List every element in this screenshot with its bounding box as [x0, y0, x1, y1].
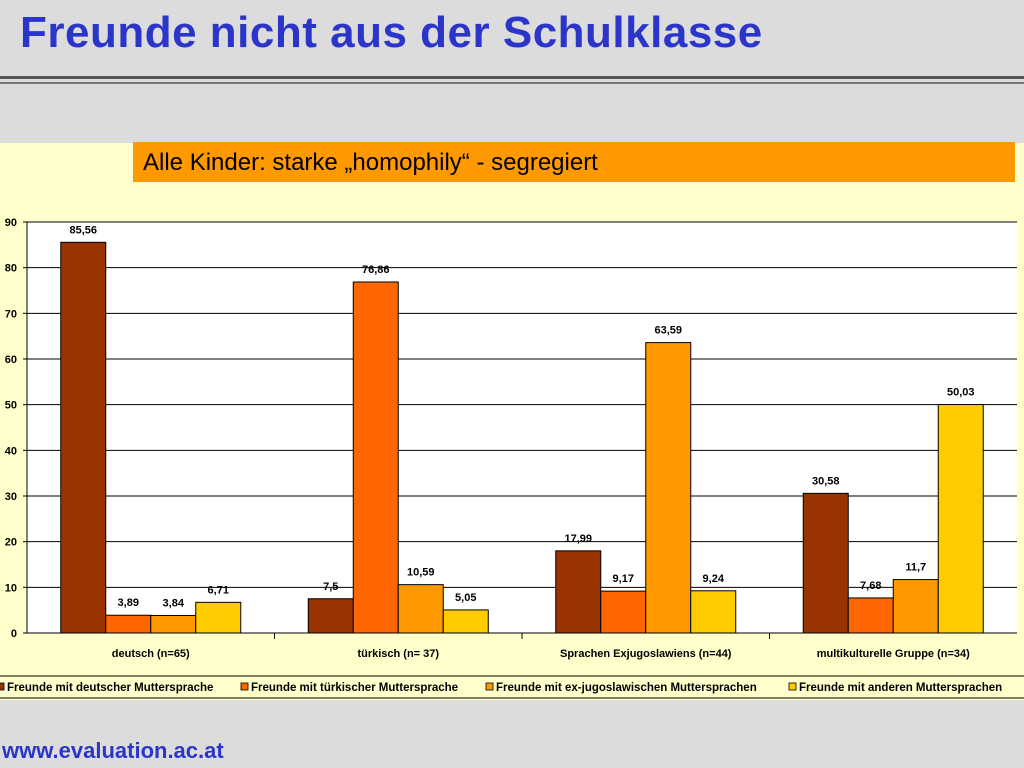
y-tick-label: 10 — [5, 582, 17, 594]
legend-box — [0, 675, 1024, 699]
y-tick-label: 30 — [5, 491, 17, 503]
slide-title: Freunde nicht aus der Schulklasse — [20, 8, 763, 57]
bar — [555, 550, 602, 634]
data-label: 11,7 — [905, 562, 926, 574]
title-rule — [0, 76, 1024, 79]
data-label: 63,59 — [654, 325, 682, 337]
plot-area — [27, 222, 1017, 633]
x-category-label: multikulturelle Gruppe (n=34) — [817, 648, 970, 660]
legend-label: Freunde mit türkischer Muttersprache — [251, 682, 458, 694]
data-label: 50,03 — [947, 387, 975, 399]
data-label: 10,59 — [407, 567, 435, 579]
bar — [352, 281, 399, 634]
bar — [892, 579, 939, 634]
legend-label: Freunde mit ex-jugoslawischen Mutterspra… — [496, 682, 757, 694]
bar — [600, 590, 647, 634]
bar — [195, 601, 242, 634]
y-tick-label: 70 — [5, 308, 17, 320]
data-label: 85,56 — [69, 224, 97, 236]
data-label: 9,17 — [613, 573, 634, 585]
data-label: 17,99 — [564, 533, 592, 545]
y-tick-label: 60 — [5, 354, 17, 366]
subtitle-banner: Alle Kinder: starke „homophily“ - segreg… — [133, 142, 1015, 182]
data-label: 6,71 — [208, 584, 229, 596]
legend-swatch — [240, 682, 249, 691]
y-tick-label: 0 — [11, 628, 17, 640]
data-label: 3,89 — [118, 597, 139, 609]
legend-swatch — [788, 682, 797, 691]
x-category-label: Sprachen Exjugoslawiens (n=44) — [560, 648, 732, 660]
x-category-label: deutsch (n=65) — [112, 648, 190, 660]
data-label: 9,24 — [703, 573, 725, 585]
bar — [397, 584, 444, 634]
data-label: 3,84 — [163, 597, 185, 609]
bar — [105, 614, 152, 634]
legend-label: Freunde mit deutscher Muttersprache — [7, 682, 213, 694]
y-tick-label: 90 — [5, 217, 17, 229]
data-label: 30,58 — [812, 475, 840, 487]
bar — [442, 609, 489, 634]
bar — [690, 590, 737, 634]
x-category-label: türkisch (n= 37) — [357, 648, 439, 660]
y-tick-label: 50 — [5, 400, 17, 412]
bar — [307, 598, 354, 634]
bar — [60, 241, 107, 634]
title-rule-secondary — [0, 82, 1024, 84]
legend-label: Freunde mit anderen Muttersprachen — [799, 682, 1002, 694]
y-tick-label: 40 — [5, 445, 17, 457]
legend-swatch — [0, 682, 5, 691]
y-tick-label: 80 — [5, 263, 17, 275]
data-label: 7,68 — [860, 580, 881, 592]
data-label: 5,05 — [455, 592, 476, 604]
y-tick-label: 20 — [5, 537, 17, 549]
legend-swatch — [485, 682, 494, 691]
data-label: 76,86 — [362, 264, 390, 276]
bar — [847, 597, 894, 634]
bar — [937, 404, 984, 634]
bar — [150, 614, 197, 634]
data-label: 7,5 — [323, 581, 338, 593]
bar — [802, 492, 849, 634]
footer-url[interactable]: www.evaluation.ac.at — [2, 738, 224, 763]
bar — [645, 342, 692, 634]
